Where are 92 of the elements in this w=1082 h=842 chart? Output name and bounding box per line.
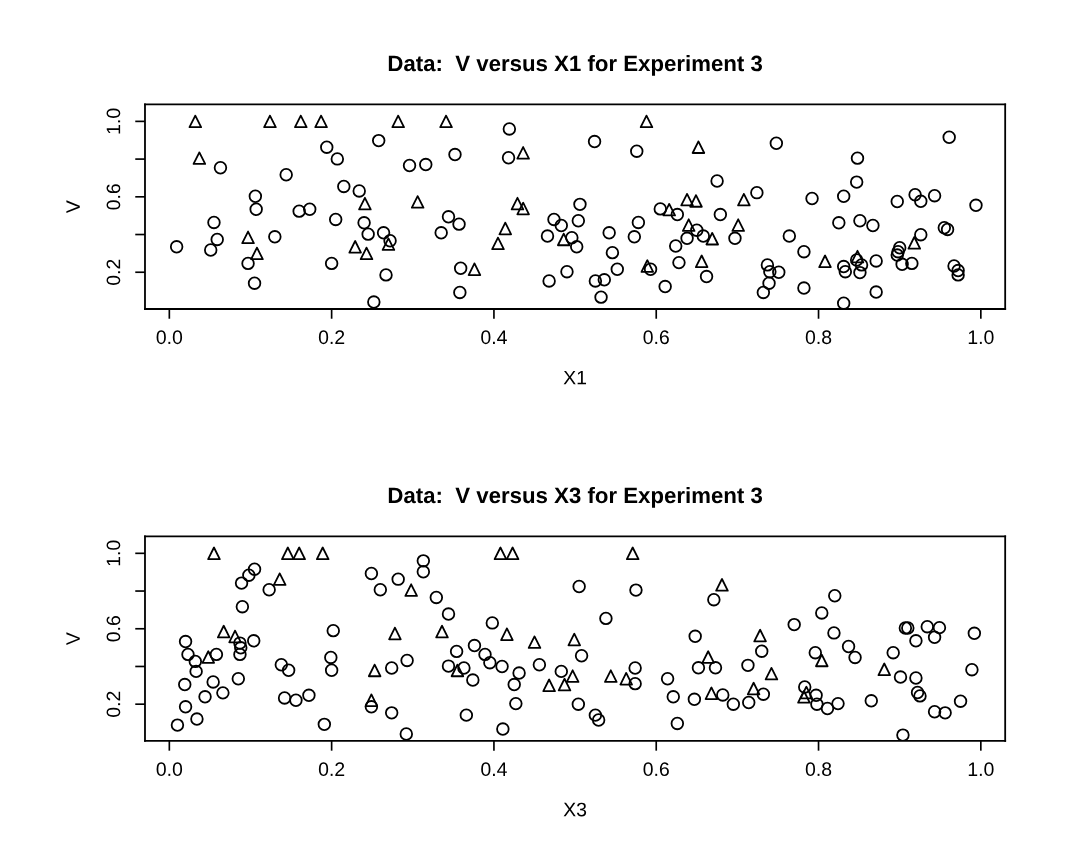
point [272,572,287,586]
point [557,677,572,692]
point [498,221,513,236]
point [410,195,425,209]
point [510,196,525,211]
chart-title: Data: V versus X3 for Experiment 3 [388,486,763,508]
point [815,653,829,668]
x-axis-title: X3 [563,802,587,817]
chart-title: Data: V versus X1 for Experiment 3 [388,54,763,76]
point [192,151,207,165]
x-tick-label: 0.6 [643,762,669,777]
point [753,628,767,643]
x-axis-title: X1 [563,370,587,385]
x-tick-label: 1.0 [968,330,994,345]
point [639,114,654,129]
point [704,686,719,700]
point [731,218,745,232]
point [263,114,277,129]
point [604,669,618,683]
point [435,624,449,639]
point [567,632,581,647]
point [207,546,221,561]
point [565,669,580,683]
x-tick-label: 0.8 [805,330,832,345]
point [281,546,295,561]
point [359,246,374,261]
point [404,583,418,597]
point [388,626,402,641]
y-axis-title: V [66,200,80,214]
y-tick-label: 0.2 [106,691,121,717]
point [294,114,308,129]
y-tick-label: 0.6 [106,616,121,642]
point [689,194,703,208]
y-tick-label: 1.0 [106,540,121,566]
point [681,218,696,232]
x-tick-label: 0.0 [156,762,183,777]
point [701,650,715,664]
point [391,114,405,129]
point [315,546,330,561]
point [188,114,203,129]
point [493,546,508,561]
x-tick-label: 0.2 [318,330,345,345]
point [818,254,832,269]
y-tick-label: 0.2 [106,259,121,285]
point [619,672,633,686]
point [228,629,242,644]
x-tick-label: 0.0 [156,330,183,345]
point [467,262,482,276]
point [694,254,709,269]
point [907,236,922,250]
y-tick-label: 0.6 [106,184,121,210]
point [516,146,530,160]
point [691,140,706,154]
point [764,666,779,681]
x-tick-label: 0.6 [643,330,669,345]
point [850,249,865,264]
point [797,690,811,704]
point [715,578,729,592]
y-tick-label: 1.0 [106,108,121,134]
point [737,192,751,207]
point [439,114,453,129]
point [216,624,231,639]
point [358,196,372,211]
point [491,236,505,251]
point [680,192,694,207]
point [450,663,465,678]
point [241,230,255,245]
point [877,662,891,677]
point [292,546,306,561]
point [367,663,382,678]
point [516,201,530,216]
x-tick-label: 0.4 [481,762,507,777]
point [314,114,328,129]
point [557,232,571,247]
point [625,546,640,561]
point [201,650,216,664]
x-tick-label: 0.4 [481,330,507,345]
point [250,246,264,261]
y-axis-title: V [66,632,80,646]
point [662,202,676,217]
point [746,681,761,696]
point [364,693,379,707]
point [527,635,542,649]
point [799,685,814,700]
point [705,231,719,246]
point [500,627,514,641]
x-tick-label: 0.8 [805,762,832,777]
point [348,240,362,254]
point [542,678,556,693]
point [505,546,520,561]
x-tick-label: 0.2 [318,762,345,777]
x-tick-label: 1.0 [968,762,994,777]
